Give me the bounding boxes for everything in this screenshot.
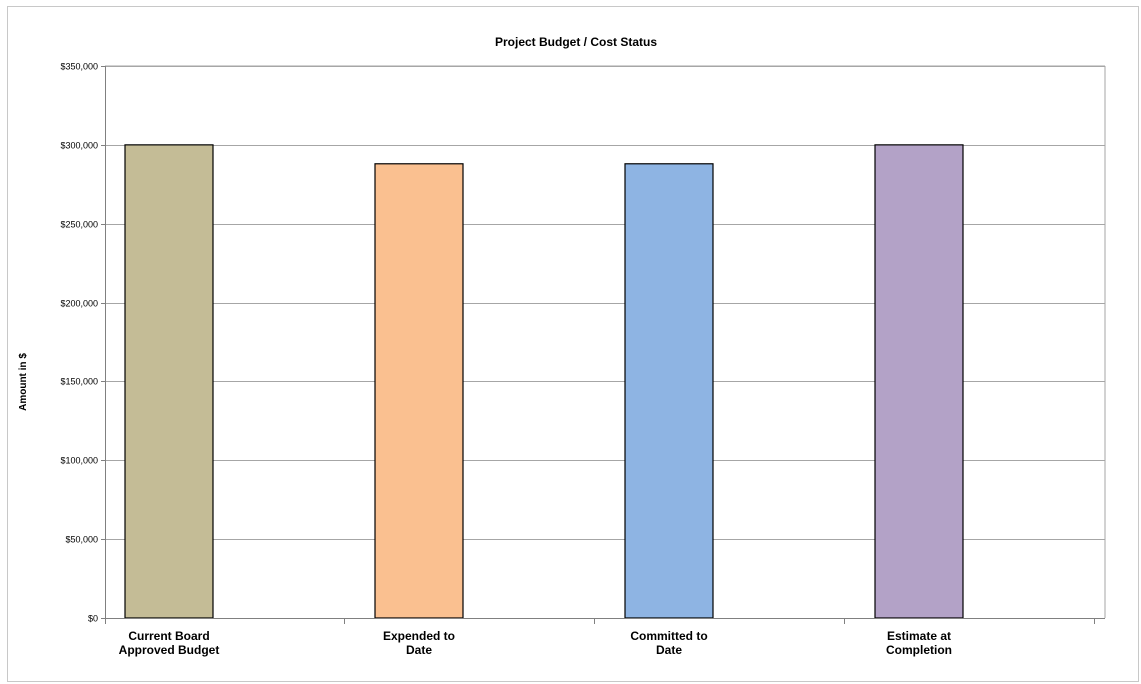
bar — [624, 163, 714, 619]
bar — [124, 144, 214, 619]
bar — [374, 163, 464, 619]
x-tick-labels: Current Board Approved Budget Expended to D… — [119, 629, 952, 657]
y-tick-label: $100,000 — [60, 456, 98, 466]
y-tick-label: $350,000 — [60, 62, 98, 72]
bars — [124, 144, 964, 619]
bar — [874, 144, 964, 619]
x-tick-label: Estimate at Completion — [886, 629, 952, 657]
axes — [101, 65, 1106, 624]
x-tick-label: Expended to Date — [383, 629, 455, 657]
y-tick-label: $150,000 — [60, 377, 98, 387]
y-tick-label: $50,000 — [65, 535, 98, 545]
y-axis-label: Amount in $ — [18, 353, 29, 411]
y-tick-label: $200,000 — [60, 299, 98, 309]
y-tick-label: $0 — [88, 614, 98, 624]
y-tick-label: $300,000 — [60, 141, 98, 151]
x-tick-label: Committed to Date — [630, 629, 707, 657]
y-tick-label: $250,000 — [60, 220, 98, 230]
y-tick-labels: $0 $50,000 $100,000 $150,000 $200,000 $250,00… — [60, 62, 98, 624]
chart-title: Project Budget / Cost Status — [495, 35, 657, 49]
x-tick-label: Current Board Approved Budget — [119, 629, 220, 657]
